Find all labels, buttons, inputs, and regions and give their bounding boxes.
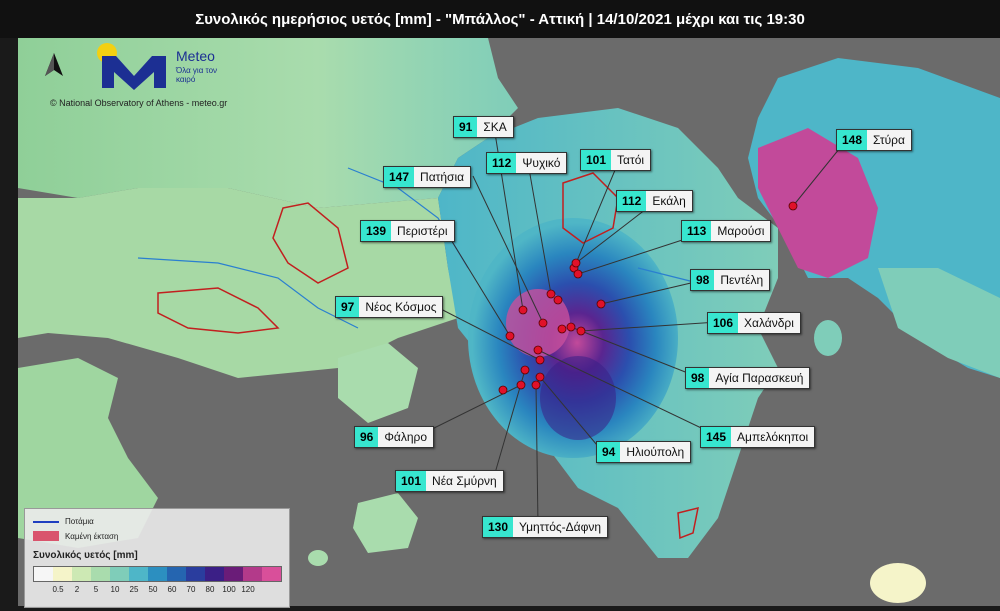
brand-tagline: Όλα για τον καιρό [176,66,218,84]
burned-area [272,202,349,284]
color-ramp-tick: 25 [129,585,139,594]
color-ramp-swatch [224,567,243,581]
station-label-penteli: 98 Πεντέλη [690,269,771,291]
color-ramp-swatch [205,567,224,581]
legend-burned-label: Καμένη έκταση [65,531,119,541]
station-label-neos-kosmos: 97 Νέος Κόσμος [335,296,444,318]
copyright-notice: © National Observatory of Athens - meteo… [50,98,228,108]
color-ramp [33,566,282,582]
color-ramp-swatch [262,567,281,581]
station-label-chalandri: 106 Χαλάνδρι [707,312,801,334]
color-ramp-swatch [148,567,167,581]
legend-river-row: Ποτάμια [33,517,94,526]
station-label-ska: 91 ΣΚΑ [453,116,514,138]
color-ramp-swatch [72,567,91,581]
station-label-peristeri: 139 Περιστέρι [360,220,455,242]
burned-area [157,287,280,334]
southwest-land [18,358,158,548]
color-ramp-tick: 70 [186,585,196,594]
meteo-logo-icon [97,43,166,90]
station-label-styra: 148 Στύρα [836,129,912,151]
color-ramp-tick: 80 [205,585,215,594]
color-ramp-tick: 120 [241,585,255,594]
station-label-ekali: 112 Εκάλη [616,190,693,212]
station-markers [498,201,798,395]
station-label-psychiko: 112 Ψυχικό [486,152,568,174]
color-ramp-tick: 10 [110,585,120,594]
station-label-agia-paraskevi: 98 Αγία Παρασκευή [685,367,811,389]
map-legend: Ποτάμια Καμένη έκταση Συνολικός υετός [m… [24,508,290,608]
color-ramp-swatch [167,567,186,581]
burned-area [562,172,619,244]
map-title: Συνολικός ημερήσιος υετός [mm] - "Μπάλλο… [0,0,1000,38]
rainfall-core [468,218,678,458]
brand-name: Meteo [176,48,215,64]
color-ramp-swatch [110,567,129,581]
color-ramp-tick: 50 [148,585,158,594]
burned-area-swatch-icon [33,531,59,541]
river [137,257,359,329]
styra-rain-zone [758,128,878,278]
color-ramp-tick: 60 [167,585,177,594]
burned-area [677,506,699,540]
aegina-island [353,493,418,553]
station-label-ymittos-dafni: 130 Υμηττός-Δάφνη [482,516,609,538]
station-label-ampelokipoi: 145 Αμπελόκηποι [700,426,816,448]
color-ramp-tick: 2 [74,585,80,594]
station-label-nea-smyrni: 101 Νέα Σμύρνη [395,470,504,492]
station-label-ilioupoli: 94 Ηλιούπολη [596,441,692,463]
color-ramp-swatch [91,567,110,581]
color-ramp-tick: 5 [93,585,99,594]
station-label-patisia: 147 Πατήσια [383,166,472,188]
river-line-icon [33,520,59,523]
west-peninsula [18,188,458,378]
north-arrow-icon [45,53,63,76]
legend-burned-row: Καμένη έκταση [33,531,118,541]
station-label-marousi: 113 Μαρούσι [681,220,772,242]
salamina-island [338,343,418,423]
color-ramp-swatch [129,567,148,581]
station-label-tatoi: 101 Τατόι [580,149,652,171]
legend-title: Συνολικός υετός [mm] [33,550,138,561]
color-ramp-tick: 100 [222,585,236,594]
color-ramp-swatch [34,567,53,581]
color-ramp-swatch [186,567,205,581]
color-ramp-swatch [243,567,262,581]
color-ramp-swatch [53,567,72,581]
station-label-faliro: 96 Φάληρο [354,426,435,448]
legend-river-label: Ποτάμια [65,517,94,526]
color-ramp-tick: 0.5 [52,585,64,594]
color-ramp-ticks: 0.5 2 5 10 25 50 60 70 80 100 120 [33,585,281,597]
